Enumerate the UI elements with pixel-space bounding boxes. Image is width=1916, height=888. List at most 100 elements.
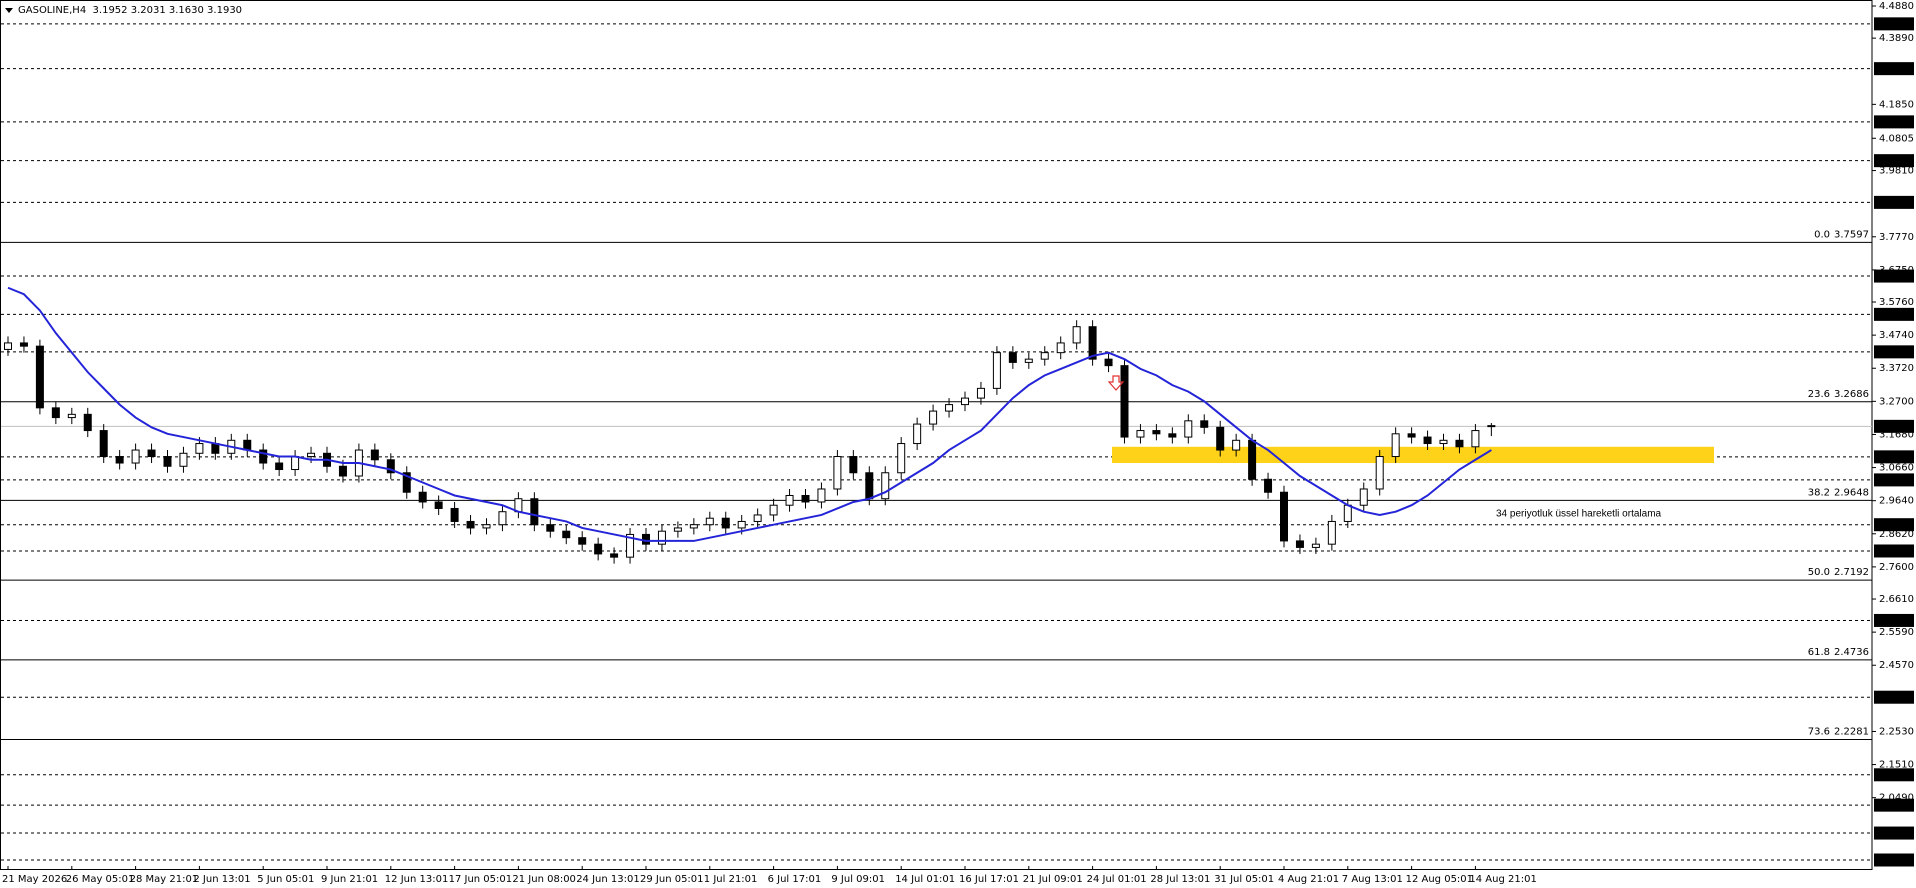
x-tick-label: 24 Jun 13:01 — [576, 874, 640, 885]
level-label: 4.2950 — [1877, 64, 1912, 75]
y-tick-label: 2.6610 — [1879, 594, 1914, 605]
candle-body — [1327, 520, 1336, 545]
candle-body — [1152, 430, 1161, 435]
fib-ratio: 50.0 — [1808, 567, 1830, 578]
sell-arrow — [1107, 375, 1125, 391]
level-label: 3.4225 — [1877, 347, 1912, 358]
candle-body — [929, 410, 938, 425]
candle-body — [897, 443, 906, 474]
level-label: 2.3585 — [1877, 692, 1912, 703]
candle-body — [450, 507, 459, 522]
y-tick-label: 2.4570 — [1879, 660, 1914, 671]
x-tick-label: 14 Jul 01:01 — [895, 874, 955, 885]
candle-body — [1088, 326, 1097, 360]
candle-body — [1200, 420, 1209, 428]
candle-body — [913, 423, 922, 445]
current-price-box — [1874, 419, 1914, 433]
plot-frame — [0, 0, 1873, 870]
level-box — [1874, 473, 1914, 487]
x-tick-label: 12 Jun 13:01 — [385, 874, 449, 885]
candle-body — [865, 472, 874, 500]
level-box — [1874, 768, 1914, 782]
x-tick-label: 24 Jul 01:01 — [1087, 874, 1147, 885]
candle-body — [849, 456, 858, 474]
candle-body — [817, 488, 826, 503]
candle-body — [83, 413, 92, 432]
y-tick-label: 3.3720 — [1879, 363, 1914, 374]
level-label: 3.0990 — [1877, 452, 1912, 463]
fib-value: 2.9648 — [1834, 487, 1869, 498]
candle-body — [1264, 478, 1273, 493]
candle-body — [1056, 342, 1065, 354]
level-label: 3.0280 — [1877, 475, 1912, 486]
x-tick-label: 17 Jun 05:01 — [449, 874, 513, 885]
x-tick-label: 29 Jun 05:01 — [640, 874, 704, 885]
candle-body — [594, 543, 603, 555]
candle-body — [115, 456, 124, 464]
candle-body — [1455, 439, 1464, 448]
candle-body — [434, 501, 443, 509]
fib-ratio: 38.2 — [1808, 487, 1830, 498]
level-box — [1874, 690, 1914, 704]
level-box — [1874, 345, 1914, 359]
x-tick-label: 21 May 2026 — [2, 874, 67, 885]
y-tick-label: 3.5760 — [1879, 297, 1914, 308]
candle-body — [657, 530, 666, 545]
chart-title: GASOLINE,H4 3.1952 3.2031 3.1630 3.1930 — [18, 5, 242, 16]
candle-body — [338, 465, 347, 477]
candle-body — [769, 504, 778, 516]
candle-body — [753, 514, 762, 522]
level-label: 4.0115 — [1877, 156, 1912, 167]
candle-body — [881, 472, 890, 500]
level-box — [1874, 154, 1914, 168]
candle-body — [578, 537, 587, 545]
x-tick-label: 28 Jul 13:01 — [1150, 874, 1210, 885]
level-label: 1.9400 — [1877, 828, 1912, 839]
candle-body — [976, 387, 985, 399]
fib-ratio: 61.8 — [1808, 647, 1830, 658]
candle-body — [1391, 433, 1400, 458]
candle-body — [1280, 491, 1288, 542]
candle-body — [4, 342, 12, 350]
candle-body — [721, 517, 730, 529]
fib-value: 2.2281 — [1834, 727, 1869, 738]
level-label: 2.8900 — [1877, 520, 1912, 531]
y-tick-label: 4.4880 — [1879, 1, 1914, 12]
fib-value: 2.4736 — [1834, 647, 1869, 658]
y-tick-label: 3.0660 — [1879, 463, 1914, 474]
x-tick-label: 14 Aug 21:01 — [1469, 874, 1536, 885]
y-tick-label: 2.0490 — [1879, 793, 1914, 804]
candle-body — [1136, 430, 1145, 438]
candle-body — [1439, 439, 1448, 445]
y-tick-label: 2.9640 — [1879, 496, 1914, 507]
candle-body — [466, 520, 475, 529]
candle-body — [370, 449, 379, 461]
level-box — [1874, 826, 1914, 840]
x-tick-label: 9 Jun 21:01 — [321, 874, 378, 885]
candle-body — [179, 452, 188, 467]
candle-body — [147, 449, 156, 458]
candle-body — [992, 352, 1001, 389]
x-tick-label: 6 Jul 17:01 — [768, 874, 822, 885]
candle-body — [1359, 488, 1368, 506]
level-box — [1874, 518, 1914, 532]
x-tick-label: 4 Aug 21:01 — [1278, 874, 1339, 885]
x-tick-label: 12 Aug 05:01 — [1406, 874, 1473, 885]
y-tick-label: 4.0805 — [1879, 133, 1914, 144]
candle-body — [562, 530, 571, 539]
y-tick-label: 4.3890 — [1879, 33, 1914, 44]
candle-body — [259, 449, 268, 464]
y-tick-label: 2.2530 — [1879, 726, 1914, 737]
candle-body — [1168, 433, 1177, 438]
candle-body — [1343, 504, 1352, 522]
fib-value: 2.7192 — [1834, 567, 1869, 578]
candle-body — [291, 456, 300, 471]
y-tick-label: 3.1680 — [1879, 429, 1914, 440]
level-label: 1.8570 — [1877, 855, 1912, 866]
x-tick-label: 28 May 21:01 — [130, 874, 199, 885]
candle-body — [1120, 365, 1129, 438]
candle-body — [689, 524, 698, 529]
support-zone — [1112, 446, 1714, 464]
y-tick-label: 2.8620 — [1879, 529, 1914, 540]
